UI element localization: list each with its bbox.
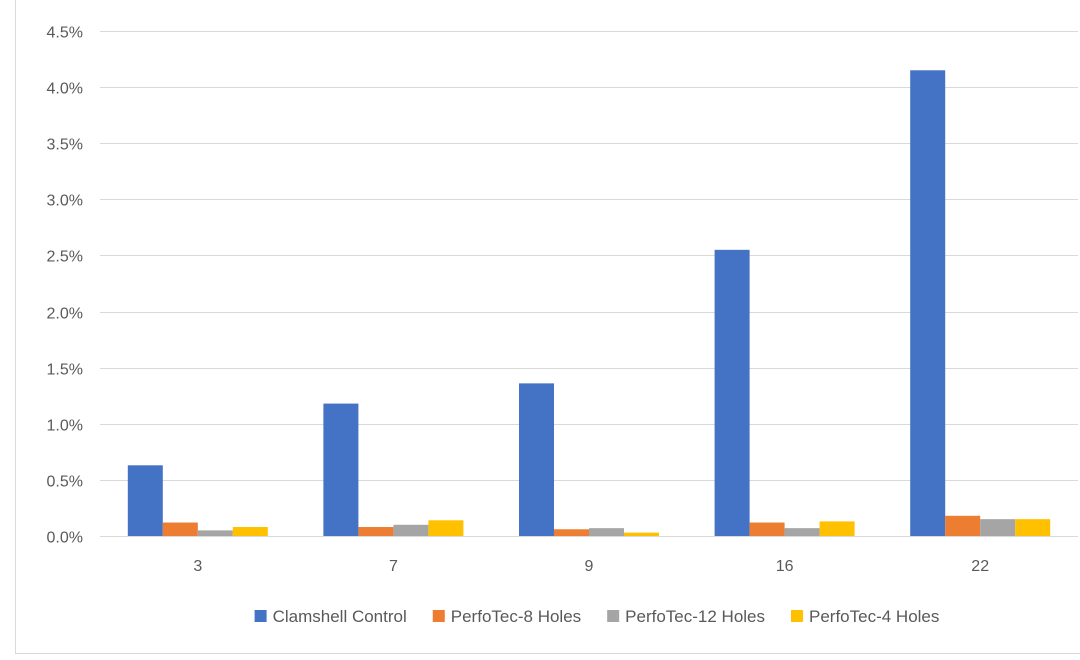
bar-clamshell-control-7 — [323, 403, 359, 536]
chart-border — [15, 0, 1080, 654]
bar-perfotec-8-holes-3 — [162, 522, 198, 536]
y-axis-tick-labels: 0.0% 0.5% 1.0% 1.5% 2.0% 2.5% 3.0% 3.5% 4.0% 4.5% — [47, 25, 83, 547]
x-tick-label: 9 — [585, 558, 594, 575]
y-tick-label: 4.0% — [47, 81, 83, 98]
legend: Clamshell Control PerfoTec-8 Holes PerfoTe… — [254, 607, 939, 626]
bar-perfotec-4-holes-9 — [624, 532, 659, 536]
legend-swatch — [254, 610, 267, 622]
bar-perfotec-4-holes-7 — [428, 520, 464, 536]
x-tick-label: 3 — [193, 558, 202, 575]
bar-perfotec-12-holes-22 — [980, 519, 1016, 536]
legend-label: Clamshell Control — [273, 607, 407, 626]
bar-perfotec-4-holes-22 — [1015, 519, 1051, 536]
y-tick-label: 0.5% — [47, 474, 83, 491]
x-tick-label: 16 — [776, 558, 794, 575]
x-axis-tick-labels: 3 7 9 16 22 — [193, 558, 989, 575]
legend-label: PerfoTec-12 Holes — [625, 607, 765, 626]
bar-perfotec-8-holes-9 — [554, 529, 589, 536]
bar-perfotec-12-holes-16 — [784, 528, 820, 536]
bars — [127, 70, 1051, 537]
bar-clamshell-control-9 — [519, 383, 554, 536]
legend-item: PerfoTec-8 Holes — [432, 607, 581, 626]
bar-clamshell-control-16 — [714, 249, 750, 537]
bar-perfotec-8-holes-22 — [945, 515, 981, 536]
legend-item: PerfoTec-4 Holes — [791, 607, 939, 626]
bar-clamshell-control-22 — [910, 70, 946, 537]
bar-perfotec-12-holes-7 — [393, 524, 429, 536]
y-tick-label: 1.5% — [47, 362, 83, 379]
y-tick-label: 0.0% — [47, 530, 83, 547]
legend-item: Clamshell Control — [254, 607, 407, 626]
y-tick-label: 4.5% — [47, 25, 83, 42]
bar-perfotec-4-holes-3 — [232, 527, 268, 536]
bar-clamshell-control-3 — [127, 465, 163, 536]
bar-perfotec-8-holes-7 — [358, 527, 394, 536]
x-tick-label: 7 — [389, 558, 398, 575]
bar-perfotec-4-holes-16 — [819, 521, 855, 536]
bar-perfotec-12-holes-9 — [589, 528, 624, 536]
bar-perfotec-8-holes-16 — [749, 522, 785, 536]
legend-swatch — [791, 610, 804, 622]
y-tick-label: 3.5% — [47, 137, 83, 154]
y-tick-label: 2.5% — [47, 249, 83, 266]
legend-label: PerfoTec-4 Holes — [809, 607, 939, 626]
y-tick-label: 2.0% — [47, 306, 83, 323]
y-tick-label: 3.0% — [47, 193, 83, 210]
x-tick-label: 22 — [971, 558, 989, 575]
legend-swatch — [432, 610, 445, 622]
legend-label: PerfoTec-8 Holes — [451, 607, 581, 626]
legend-item: PerfoTec-12 Holes — [607, 607, 765, 626]
bar-perfotec-12-holes-3 — [197, 530, 233, 536]
legend-swatch — [607, 610, 620, 622]
y-tick-label: 1.0% — [47, 418, 83, 435]
